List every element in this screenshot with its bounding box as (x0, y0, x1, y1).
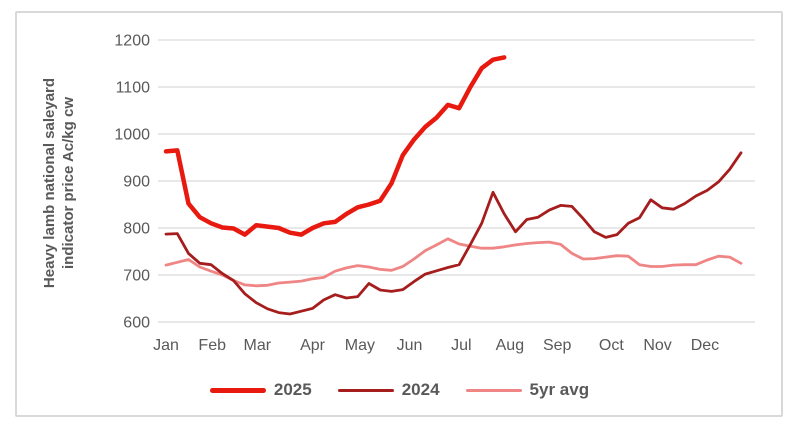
y-tick-label-1200: 1200 (114, 33, 150, 50)
y-axis-title-line1: Heavy lamb national saleyard (41, 77, 58, 289)
y-tick-label-900: 900 (123, 174, 150, 191)
y-axis-title-line2: indicator price Ac/kg cw (60, 97, 77, 269)
x-tick-label-nov: Nov (643, 337, 671, 354)
legend-swatch-2024 (337, 388, 394, 392)
x-tick-label-jun: Jun (397, 337, 423, 354)
legend: 2025 2024 5yr avg (0, 380, 799, 400)
legend-label-2024: 2024 (401, 380, 440, 399)
x-tick-label-sep: Sep (543, 337, 572, 354)
x-tick-label-jul: Jul (451, 337, 471, 354)
y-axis-title: Heavy lamb national saleyard indicator p… (40, 22, 80, 344)
legend-swatch-2025 (209, 387, 266, 393)
legend-label-2025: 2025 (273, 380, 312, 399)
series-line-2024 (164, 151, 743, 316)
legend-swatch-5yr-avg (465, 388, 522, 392)
x-tick-label-jan: Jan (153, 337, 179, 354)
y-tick-label-1100: 1100 (116, 80, 151, 97)
legend-label-5yr-avg: 5yr avg (529, 380, 590, 399)
x-tick-label-apr: Apr (300, 337, 326, 354)
legend-item-5yr-avg: 5yr avg (465, 380, 590, 400)
x-tick-label-feb: Feb (198, 337, 226, 354)
chart-border (15, 11, 783, 417)
x-tick-label-may: May (345, 337, 375, 354)
y-tick-label-600: 600 (123, 315, 150, 332)
x-tick-label-dec: Dec (691, 337, 719, 354)
x-tick-label-oct: Oct (599, 337, 624, 354)
y-tick-label-700: 700 (123, 268, 150, 285)
x-tick-label-aug: Aug (496, 337, 524, 354)
series-line-5yr-avg (164, 237, 743, 288)
y-tick-label-800: 800 (123, 221, 150, 238)
series-line-2025 (163, 55, 507, 237)
legend-item-2025: 2025 (209, 380, 312, 400)
legend-item-2024: 2024 (337, 380, 440, 400)
y-tick-label-1000: 1000 (114, 127, 150, 144)
x-tick-label-mar: Mar (244, 337, 272, 354)
